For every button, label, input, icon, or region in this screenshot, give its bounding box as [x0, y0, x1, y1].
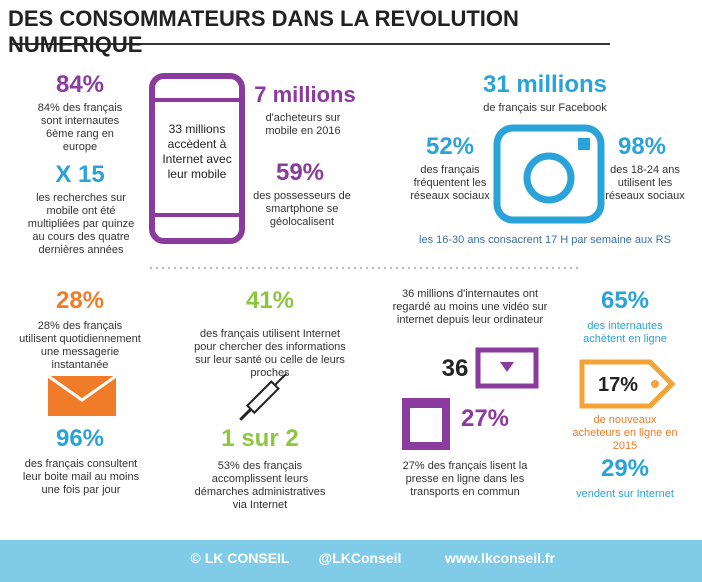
stat-text: 84% des français sont internautes 6ème r… [37, 102, 123, 153]
footer-bar [0, 540, 702, 582]
stat-text: de nouveaux acheteurs en ligne en 2015 [572, 414, 678, 452]
stat-text: des internautes achètent en ligne [583, 320, 667, 345]
phone-icon [149, 73, 245, 244]
phone-text: 33 millions accèdent à Internet avec leu… [162, 122, 232, 181]
stat-text: 36 millions d'internautes ont regardé au… [392, 288, 548, 326]
syringe-icon [239, 373, 287, 421]
footer-twitter[interactable]: @LKConseil [318, 550, 402, 566]
stat-value: 65% [600, 287, 650, 314]
stat-text: des français utilisent Internet pour che… [194, 328, 346, 379]
stat-value: 27% [460, 405, 510, 432]
stat-text: des français consultent leur boite mail … [22, 458, 140, 496]
stat-text: des possesseurs de smartphone se géoloca… [253, 190, 351, 228]
film-icon [500, 362, 514, 372]
stat-text: des français fréquentent les réseaux soc… [410, 164, 490, 202]
stat-value: 84% [55, 71, 105, 98]
stat-value: 96% [55, 425, 105, 452]
note: les 16-30 ans consacrent 17 H par semain… [419, 234, 671, 246]
stat-value: 29% [600, 455, 650, 482]
envelope-icon [47, 374, 117, 402]
stat-text: 27% des français lisent la presse en lig… [402, 460, 528, 498]
stat-text: 53% des français accomplissent leurs dém… [194, 460, 326, 511]
stat-text: des 18-24 ans utilisent les réseaux soci… [605, 164, 685, 202]
stat-value: X 15 [55, 161, 105, 188]
stat-value: 28% [55, 287, 105, 314]
stat-value: 17% [597, 374, 639, 396]
stat-text: d'acheteurs sur mobile en 2016 [265, 112, 341, 137]
footer-copyright: © LK CONSEIL [190, 550, 290, 566]
title: DES CONSOMMATEURS DANS LA REVOLUTION NUM… [8, 6, 519, 57]
stat-value: 41% [245, 287, 295, 314]
stat-value: 98% [617, 133, 667, 160]
stat-value: 1 sur 2 [221, 425, 299, 452]
stat-text: vendent sur Internet [576, 488, 674, 500]
newspaper-icon [410, 408, 442, 442]
stat-value: 59% [275, 159, 325, 186]
tag-icon [651, 380, 659, 388]
camera-icon [523, 152, 575, 204]
film-icon [475, 347, 539, 389]
stat-text: 28% des français utilisent quotidienneme… [19, 320, 141, 371]
stat-value: 31 millions [482, 71, 608, 98]
stat-value: 36 [441, 355, 469, 382]
tag-icon [579, 359, 676, 409]
footer-website[interactable]: www.lkconseil.fr [445, 550, 555, 566]
stat-text: de français sur Facebook [483, 102, 607, 114]
camera-icon [578, 138, 590, 150]
camera-icon [493, 124, 605, 224]
stat-value: 52% [425, 133, 475, 160]
stat-text: les recherches sur mobile ont été multip… [27, 192, 135, 256]
stat-value: 7 millions [254, 82, 356, 107]
